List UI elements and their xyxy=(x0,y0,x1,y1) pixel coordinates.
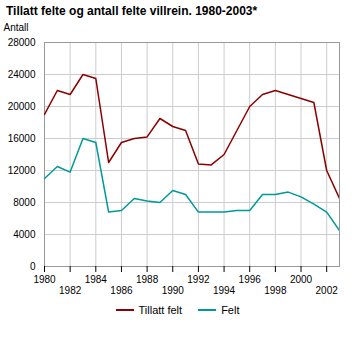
html-text:Tillatt felte og antall felte: Tillatt felte og antall felte villrein. … xyxy=(6,4,258,18)
svg-text:12000: 12000 xyxy=(8,165,36,176)
svg-text:Antall: Antall xyxy=(4,22,29,33)
html-text:Tillatt felt: Tillatt felt xyxy=(138,304,183,316)
svg-text:1992: 1992 xyxy=(187,274,210,285)
svg-text:1980: 1980 xyxy=(33,274,56,285)
svg-text:1994: 1994 xyxy=(213,285,236,296)
svg-text:1990: 1990 xyxy=(162,285,185,296)
svg-text:1996: 1996 xyxy=(239,274,262,285)
svg-text:2002: 2002 xyxy=(316,285,339,296)
svg-text:8000: 8000 xyxy=(13,197,36,208)
svg-text:0: 0 xyxy=(30,261,36,272)
svg-text:1988: 1988 xyxy=(136,274,159,285)
svg-text:1998: 1998 xyxy=(264,285,287,296)
svg-text:1982: 1982 xyxy=(59,285,82,296)
svg-text:1986: 1986 xyxy=(110,285,133,296)
html-text:Felt: Felt xyxy=(221,304,240,316)
svg-text:1984: 1984 xyxy=(85,274,108,285)
svg-text:28000: 28000 xyxy=(8,37,36,48)
svg-text:24000: 24000 xyxy=(8,69,36,80)
svg-text:2000: 2000 xyxy=(290,274,313,285)
svg-text:16000: 16000 xyxy=(8,133,36,144)
svg-text:4000: 4000 xyxy=(13,229,36,240)
svg-text:20000: 20000 xyxy=(8,101,36,112)
